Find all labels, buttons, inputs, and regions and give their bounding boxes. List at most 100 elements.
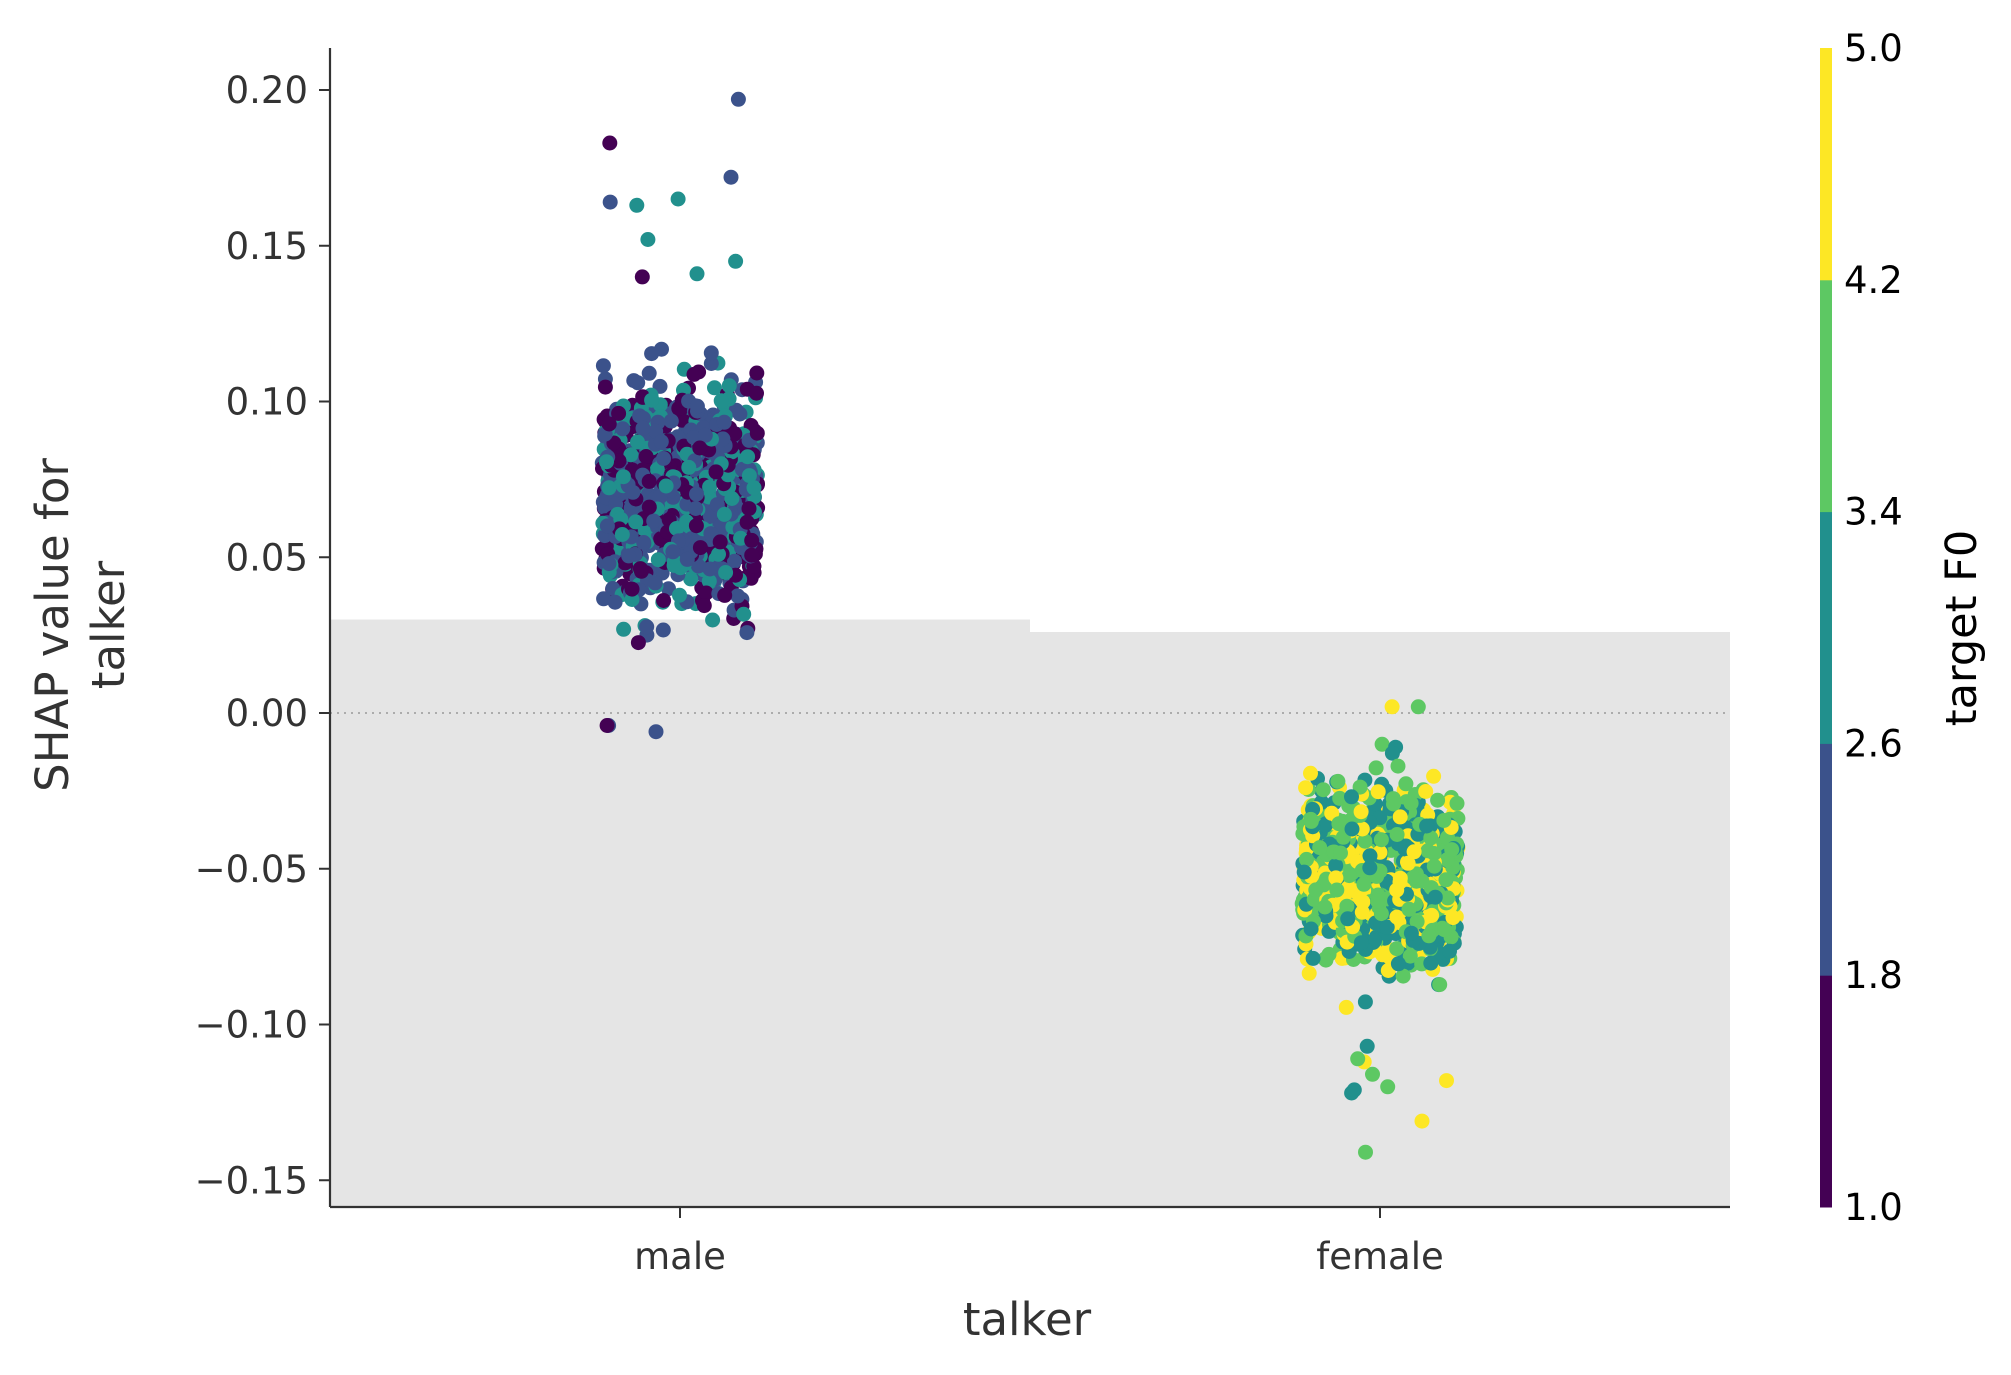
- point-female: [1390, 758, 1406, 774]
- point-female: [1370, 784, 1386, 800]
- outlier-point-male: [648, 724, 664, 740]
- point-male: [641, 365, 657, 381]
- point-male: [601, 416, 617, 432]
- point-male: [721, 378, 737, 394]
- colorbar-tick-label: 3.4: [1844, 491, 1903, 534]
- point-male: [702, 479, 718, 495]
- outlier-point-male: [689, 266, 705, 282]
- point-male: [635, 420, 651, 436]
- point-female: [1422, 939, 1438, 955]
- outlier-point-male: [602, 194, 618, 210]
- colorbar-segment: [1820, 511, 1832, 744]
- point-female: [1333, 845, 1348, 861]
- colorbar-segment: [1820, 743, 1832, 976]
- colorbar-segment: [1820, 279, 1832, 513]
- point-female: [1296, 864, 1312, 880]
- outlier-point-male: [670, 191, 686, 207]
- point-male: [697, 427, 713, 443]
- point-male: [717, 587, 733, 603]
- point-male: [689, 398, 705, 414]
- point-male: [644, 392, 660, 408]
- point-female: [1299, 851, 1314, 867]
- point-male: [749, 385, 764, 401]
- point-female: [1362, 848, 1378, 864]
- point-female: [1432, 977, 1448, 993]
- point-female: [1426, 846, 1442, 861]
- outlier-point-male: [640, 232, 656, 247]
- point-male: [624, 581, 640, 597]
- point-female: [1423, 830, 1439, 846]
- point-female: [1344, 789, 1359, 805]
- point-male: [688, 518, 704, 534]
- x-tick-label-male: male: [634, 1235, 726, 1278]
- point-male: [656, 593, 672, 608]
- point-female: [1392, 870, 1408, 886]
- point-male: [615, 469, 631, 485]
- point-female: [1389, 827, 1405, 842]
- point-female: [1353, 935, 1369, 951]
- point-female: [1328, 858, 1344, 874]
- point-female: [1357, 994, 1373, 1010]
- point-female: [1301, 965, 1317, 981]
- colorbar-tick-label: 1.0: [1844, 1186, 1903, 1229]
- point-female: [1405, 870, 1421, 886]
- point-male: [741, 468, 757, 484]
- point-male: [716, 414, 732, 430]
- point-male: [739, 625, 755, 641]
- point-male: [736, 606, 752, 622]
- outlier-point-female: [1365, 1066, 1380, 1082]
- point-male: [624, 592, 640, 607]
- outlier-point-male: [730, 91, 746, 107]
- point-male: [701, 573, 717, 589]
- outlier-point-female: [1380, 1079, 1396, 1095]
- point-female: [1406, 844, 1422, 860]
- background-histogram: [330, 619, 1730, 1207]
- outlier-point-female: [1350, 1051, 1366, 1067]
- point-male: [599, 454, 614, 470]
- point-male: [705, 612, 721, 628]
- colorbar-tick-label: 5.0: [1844, 27, 1903, 70]
- point-male: [711, 546, 726, 562]
- outlier-point-female: [1358, 1144, 1373, 1160]
- point-female: [1332, 790, 1348, 806]
- point-female: [1418, 784, 1434, 799]
- colorbar-tick-label: 1.8: [1844, 954, 1903, 997]
- outlier-point-female: [1410, 699, 1426, 715]
- point-male: [689, 486, 704, 502]
- point-male: [611, 453, 627, 469]
- point-male: [692, 440, 708, 456]
- point-female: [1400, 855, 1416, 871]
- outlier-point-female: [1346, 1082, 1362, 1098]
- point-male: [749, 365, 765, 381]
- point-male: [679, 551, 695, 567]
- outlier-point-female: [1384, 699, 1400, 715]
- point-male: [625, 484, 641, 500]
- point-male: [611, 405, 627, 421]
- point-female: [1423, 955, 1439, 971]
- point-female: [1440, 890, 1456, 906]
- point-female: [1398, 776, 1414, 792]
- data-points: [594, 91, 1466, 1160]
- point-female: [1329, 882, 1345, 898]
- point-female: [1317, 899, 1333, 915]
- point-female: [1305, 950, 1321, 966]
- outlier-point-male: [629, 197, 645, 213]
- point-male: [597, 379, 613, 395]
- point-female: [1444, 842, 1460, 858]
- y-axis-title-line-2: talker: [82, 560, 135, 689]
- point-female: [1328, 870, 1344, 886]
- point-female: [1303, 813, 1319, 829]
- point-female: [1402, 948, 1418, 964]
- point-male: [692, 540, 708, 556]
- outlier-point-male: [602, 135, 618, 151]
- point-female: [1426, 858, 1442, 874]
- point-male: [639, 619, 655, 635]
- outlier-point-male: [599, 718, 615, 733]
- point-male: [732, 406, 748, 422]
- point-male: [656, 451, 671, 466]
- point-male: [666, 557, 682, 573]
- colorbar-tick-label: 2.6: [1844, 722, 1903, 765]
- y-tick-label: −0.15: [195, 1159, 308, 1202]
- point-female: [1427, 889, 1443, 905]
- point-male: [641, 499, 657, 515]
